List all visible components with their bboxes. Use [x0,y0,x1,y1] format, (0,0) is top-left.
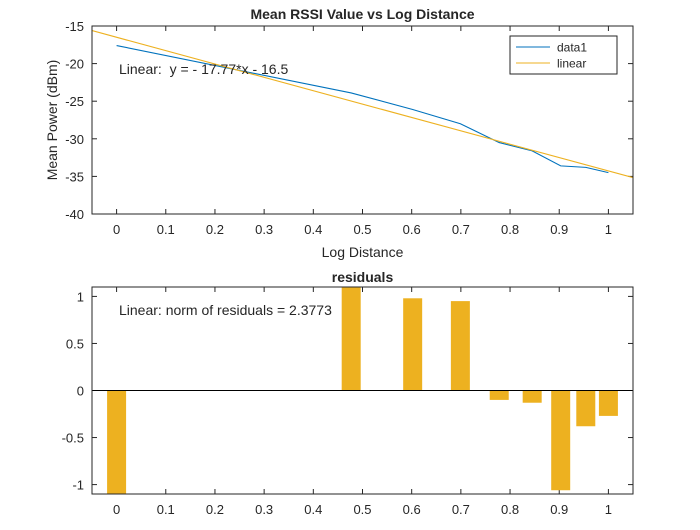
residuals-axes-box [91,286,634,495]
fit-plot-axes-box [91,25,634,215]
legend-label-linear: linear [557,57,586,71]
fit-plot-series [92,30,633,179]
x-tick-label: 0.7 [452,502,470,517]
fit-plot-x-ticks: 0 0.1 0.2 0.3 0.4 0.5 0.6 0.7 0.8 0.9 1 [113,26,612,237]
x-tick-label: 0.8 [501,222,519,237]
x-tick-label: 0.4 [304,222,322,237]
series-line-linear [92,30,633,179]
x-tick-label: 0.2 [206,502,224,517]
x-tick-label: 0.6 [403,222,421,237]
residual-bar [450,301,470,391]
y-tick-label: -30 [65,132,84,147]
residual-bar [107,390,127,494]
series-line-data1 [116,45,609,174]
residual-bar [551,390,571,491]
x-tick-label: 0 [113,222,120,237]
residual-bar [489,390,509,400]
residuals-x-ticks: 0 0.1 0.2 0.3 0.4 0.5 0.6 0.7 0.8 0.9 1 [113,287,612,517]
x-tick-label: 0.4 [304,502,322,517]
x-tick-label: 0.5 [353,502,371,517]
y-tick-label: 0.5 [66,336,84,351]
residuals-panel: -1 -0.5 0 0.5 1 0 0.1 0.2 0.3 0.4 0.5 0.6 0.7 0.8 0.9… [62,269,634,517]
legend-box [509,35,618,75]
x-tick-label: 0.7 [452,222,470,237]
fit-plot-x-axis-label: Log Distance [322,244,404,260]
y-tick-label: -15 [65,19,84,34]
y-tick-label: -1 [72,478,84,493]
y-tick-label: -0.5 [62,431,84,446]
fit-plot-y-axis-label: Mean Power (dBm) [44,60,60,181]
x-tick-label: 0.2 [206,222,224,237]
x-tick-label: 0.3 [255,502,273,517]
x-tick-label: 0 [113,502,120,517]
x-tick-label: 0.1 [157,502,175,517]
x-tick-label: 1 [605,222,612,237]
x-tick-label: 0.9 [550,222,568,237]
y-tick-label: -25 [65,94,84,109]
residuals-norm-annotation: Linear: norm of residuals = 2.3773 [119,302,332,318]
residual-bar [403,298,423,391]
y-tick-label: -40 [65,207,84,222]
y-tick-label: -20 [65,57,84,72]
x-tick-label: 0.3 [255,222,273,237]
y-tick-label: 1 [77,289,84,304]
fit-plot-title: Mean RSSI Value vs Log Distance [250,6,474,22]
y-tick-label: -35 [65,169,84,184]
fit-plot-panel: -40 -35 -30 -25 -20 -15 0 0.1 0.2 0.3 0.4 0.5 0.6 0.… [44,6,634,260]
x-tick-label: 1 [605,502,612,517]
residual-bar [341,287,361,391]
fit-equation-annotation: Linear: y = - 17.77*x - 16.5 [119,61,288,77]
residuals-title: residuals [332,269,394,285]
residual-bar [522,390,542,403]
residuals-y-ticks: -1 -0.5 0 0.5 1 [62,289,633,493]
residual-bars [107,287,618,494]
legend: data1 linear [509,35,618,75]
x-tick-label: 0.6 [403,502,421,517]
y-tick-label: 0 [77,384,84,399]
x-tick-label: 0.1 [157,222,175,237]
x-tick-label: 0.8 [501,502,519,517]
x-tick-label: 0.5 [353,222,371,237]
residual-bar [598,390,618,416]
legend-label-data1: data1 [557,41,587,55]
x-tick-label: 0.9 [550,502,568,517]
residual-bar [576,390,596,427]
